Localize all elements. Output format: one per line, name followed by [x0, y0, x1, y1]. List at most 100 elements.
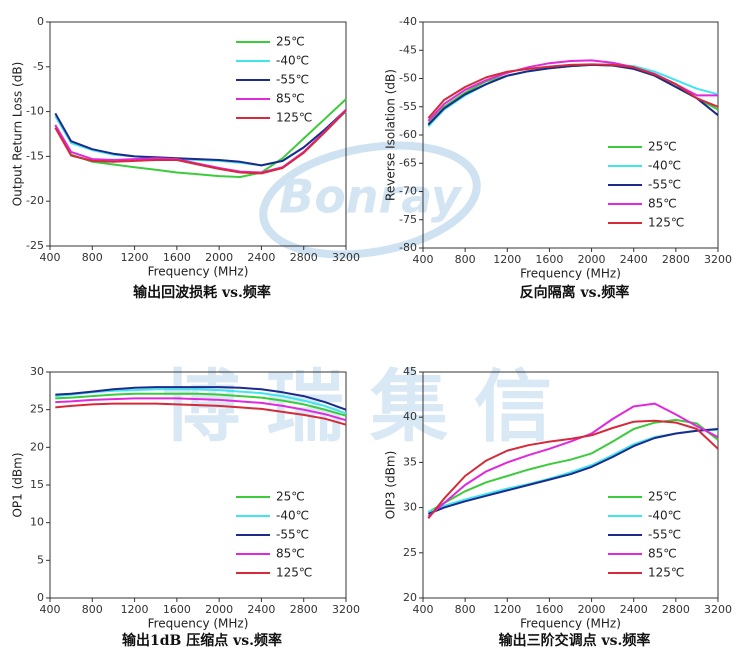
legend-label: -40℃ [276, 509, 309, 523]
series-line [427, 63, 719, 125]
watermark-ring [259, 141, 481, 259]
chart-title: 输出三阶交调点 vs.频率 [499, 632, 651, 649]
legend-label: -40℃ [276, 54, 309, 68]
x-tick-label: 2800 [290, 603, 318, 616]
y-tick-label: -80 [399, 241, 417, 254]
chart-title: 输出回波损耗 vs.频率 [133, 284, 271, 301]
chart-title: 输出1dB 压缩点 vs.频率 [122, 632, 282, 649]
legend-label: 85℃ [648, 547, 677, 561]
legend-label: 25℃ [276, 35, 305, 49]
x-tick-label: 2400 [620, 603, 648, 616]
y-axis-label: Reverse Isolation (dB) [384, 69, 398, 201]
x-tick-label: 2400 [247, 251, 275, 264]
x-tick-label: 1600 [163, 603, 191, 616]
y-tick-label: 35 [403, 455, 417, 468]
x-tick-label: 2800 [290, 251, 318, 264]
chart-panel: 400 800 1200 1600 2000 2400 2800 3200 20 25 30 35 40… [384, 365, 733, 649]
legend-label: 85℃ [276, 547, 305, 561]
y-axis-label: OIP3 (dBm) [384, 451, 398, 520]
y-tick-label: 25 [403, 546, 417, 559]
series-line [427, 63, 719, 128]
legend-label: 25℃ [276, 490, 305, 504]
x-axis-label: Frequency (MHz) [148, 265, 249, 279]
y-tick-label: 20 [30, 440, 44, 453]
legend-label: 85℃ [648, 197, 677, 211]
series-line [55, 392, 347, 417]
watermark-logo: Bonray [279, 170, 463, 224]
x-tick-label: 1200 [121, 251, 149, 264]
series-line [427, 418, 719, 513]
x-tick-label: 400 [40, 251, 61, 264]
y-tick-label: 30 [403, 501, 417, 514]
x-axis-label: Frequency (MHz) [520, 267, 621, 281]
legend-label: -55℃ [276, 73, 309, 87]
y-tick-label: -5 [33, 60, 44, 73]
y-tick-label: -75 [399, 213, 417, 226]
x-tick-label: 2000 [205, 251, 233, 264]
legend-label: -55℃ [648, 178, 681, 192]
x-tick-label: 3200 [332, 603, 360, 616]
y-tick-label: 30 [30, 365, 44, 378]
series-line [55, 386, 347, 411]
x-tick-label: 800 [455, 253, 476, 266]
x-tick-label: 3200 [704, 253, 732, 266]
x-tick-label: 800 [82, 251, 103, 264]
y-tick-label: 25 [30, 403, 44, 416]
series-line [427, 63, 719, 119]
legend-label: 25℃ [648, 490, 677, 504]
legend-label: -55℃ [648, 528, 681, 542]
y-tick-label: -45 [399, 43, 417, 56]
y-tick-label: -20 [26, 194, 44, 207]
plot-frame [49, 21, 347, 247]
x-tick-label: 1600 [163, 251, 191, 264]
y-tick-label: -40 [399, 15, 417, 28]
series-line [54, 98, 347, 178]
x-tick-label: 2400 [620, 253, 648, 266]
x-tick-label: 2800 [662, 253, 690, 266]
legend-label: 125℃ [648, 566, 684, 580]
plot-frame [422, 371, 719, 599]
legend-label: 125℃ [276, 566, 312, 580]
y-axis-label: Output Return Loss (dB) [11, 62, 25, 206]
y-tick-label: 5 [37, 553, 44, 566]
series-line [54, 109, 347, 175]
y-tick-label: 40 [403, 410, 417, 423]
y-tick-label: 45 [403, 365, 417, 378]
legend-label: 125℃ [276, 111, 312, 125]
x-tick-label: 2000 [205, 603, 233, 616]
x-tick-label: 1200 [493, 253, 521, 266]
y-tick-label: 15 [30, 478, 44, 491]
y-tick-label: -70 [399, 185, 417, 198]
chart-panel: 400 800 1200 1600 2000 2400 2800 3200 0 5 10 15 20 25… [11, 365, 361, 649]
x-tick-label: 400 [40, 603, 61, 616]
series-line [427, 428, 719, 515]
watermark-text: 博瑞集信 [162, 362, 578, 452]
y-tick-label: 0 [37, 15, 44, 28]
y-tick-label: -10 [26, 105, 44, 118]
y-tick-label: -60 [399, 128, 417, 141]
y-tick-label: -50 [399, 72, 417, 85]
y-axis-label: OP1 (dBm) [11, 452, 25, 517]
legend-label: -40℃ [648, 159, 681, 173]
x-tick-label: 3200 [704, 603, 732, 616]
x-tick-label: 2800 [662, 603, 690, 616]
legend-label: 85℃ [276, 92, 305, 106]
series-line [427, 419, 719, 520]
y-tick-label: -15 [26, 149, 44, 162]
x-tick-label: 1200 [493, 603, 521, 616]
chart-panel: 400 800 1200 1600 2000 2400 2800 3200 -25 -20 -15 -… [11, 15, 361, 301]
y-tick-label: 20 [403, 591, 417, 604]
series-line [427, 63, 719, 126]
series-line [55, 397, 347, 422]
x-tick-label: 800 [82, 603, 103, 616]
legend-label: -55℃ [276, 528, 309, 542]
y-tick-label: 10 [30, 516, 44, 529]
x-axis-label: Frequency (MHz) [520, 617, 621, 631]
x-tick-label: 400 [413, 253, 434, 266]
y-tick-label: -55 [399, 100, 417, 113]
x-tick-label: 400 [413, 603, 434, 616]
x-tick-label: 3200 [332, 251, 360, 264]
x-axis-label: Frequency (MHz) [148, 617, 249, 631]
